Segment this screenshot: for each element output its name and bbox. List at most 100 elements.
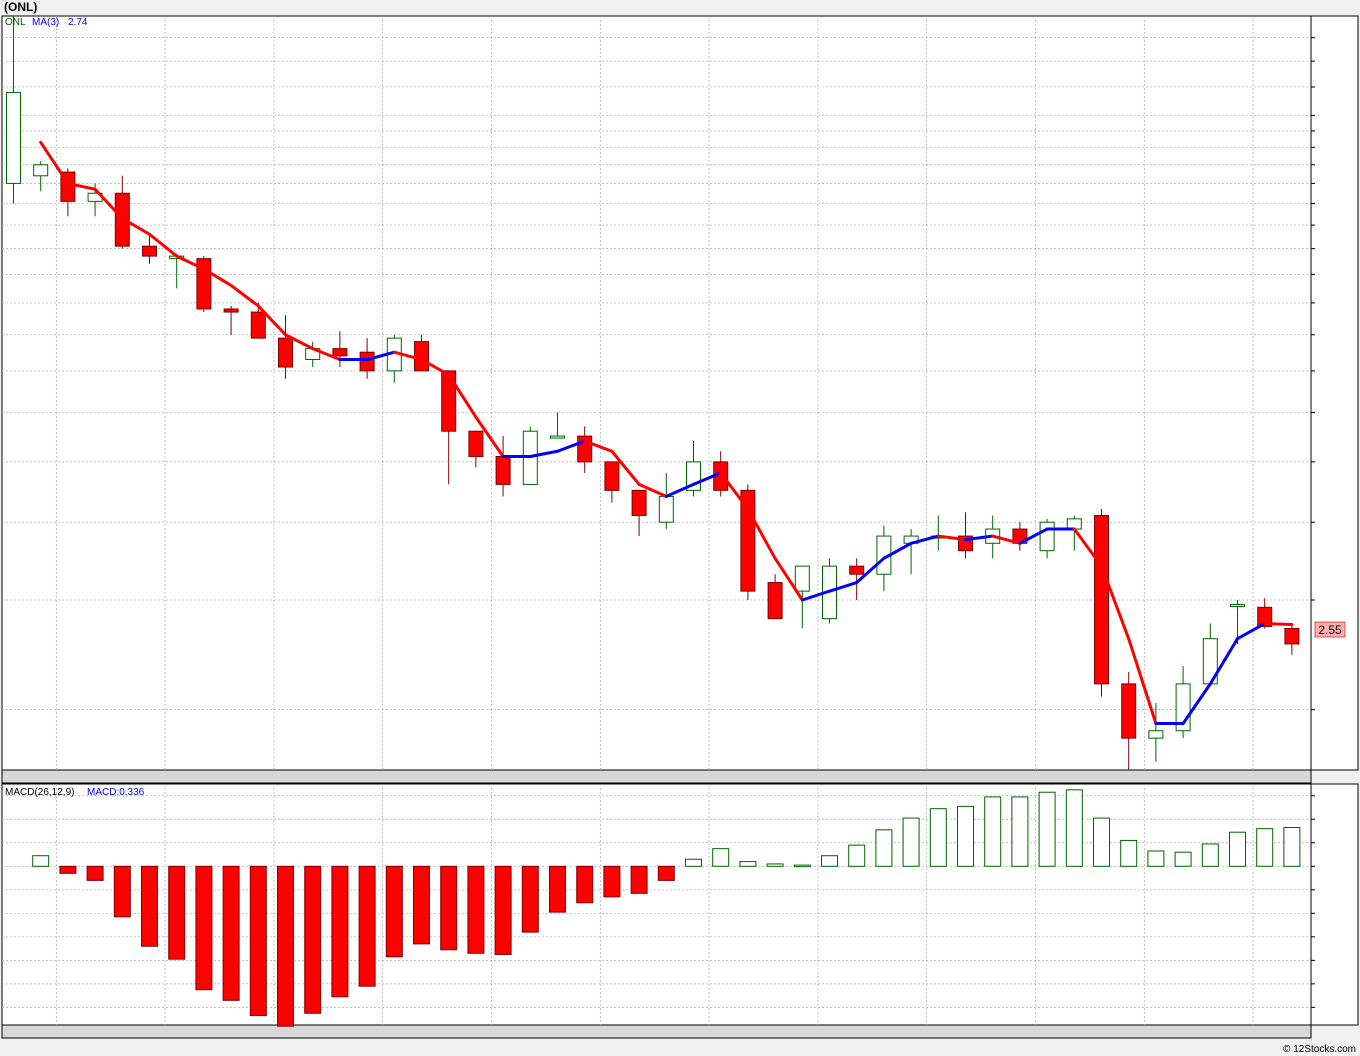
macd-bar-negative <box>141 865 158 947</box>
ma3-line <box>39 140 1294 726</box>
ma3-segment <box>1208 637 1239 686</box>
watermark: © 12Stocks.com <box>1283 1044 1356 1055</box>
ma3-segment <box>800 589 831 602</box>
last-price-badge <box>1314 621 1346 638</box>
ma3-segment <box>447 373 478 419</box>
macd-axis-area <box>1310 783 1359 1026</box>
macd-bar-positive <box>1229 831 1246 867</box>
macd-bar-positive <box>793 864 811 868</box>
macd-bar-positive <box>1283 826 1301 867</box>
ma3-segment <box>610 449 641 486</box>
macd-bar-negative <box>304 865 322 1014</box>
ma3-segment <box>828 581 859 593</box>
macd-bar-negative <box>494 865 512 955</box>
candle-down <box>740 489 756 592</box>
macd-bar-positive <box>1256 828 1274 867</box>
ma3-segment <box>1100 564 1131 641</box>
candle-down <box>468 430 484 458</box>
ma-value: 2.74 <box>68 17 88 28</box>
macd-bar-negative <box>59 865 77 874</box>
macd-bar-negative <box>168 865 186 960</box>
price-plot-area <box>1 15 1312 771</box>
ma3-segment <box>1018 527 1049 545</box>
macd-bar-positive <box>739 861 757 867</box>
macd-bar-negative <box>86 865 104 881</box>
macd-bar-positive <box>821 855 838 867</box>
macd-bar-negative <box>521 865 539 933</box>
candle-down <box>1257 606 1273 627</box>
macd-bar-positive <box>1174 851 1192 867</box>
ma3-segment <box>148 232 179 258</box>
macd-bar-positive <box>712 848 730 867</box>
ma3-segment <box>229 283 260 308</box>
macd-bar-negative <box>630 865 648 894</box>
ma3-segment <box>528 449 559 459</box>
candle-up <box>33 164 49 177</box>
ma3-segment <box>556 439 587 453</box>
macd-bar-negative <box>467 865 485 954</box>
ma3-segment <box>93 187 124 220</box>
ma-label: MA(3) <box>32 17 59 28</box>
candle-down <box>278 337 293 368</box>
macd-bar-positive <box>1120 839 1138 867</box>
macd-bar-negative <box>657 865 675 881</box>
candle-up <box>658 495 674 523</box>
macd-bar-negative <box>358 865 376 987</box>
ma3-segment <box>746 507 777 560</box>
last-price-value: 2.55 <box>1318 623 1342 637</box>
ma3-segment <box>991 534 1022 545</box>
ma3-segment <box>855 556 886 585</box>
ma3-segment <box>692 471 723 486</box>
macd-bar-positive <box>766 863 784 867</box>
candle-up <box>1039 521 1055 552</box>
ma3-segment <box>420 358 451 377</box>
ma3-segment <box>664 482 695 498</box>
ma3-segment <box>175 254 206 271</box>
macd-bar-negative <box>195 865 213 991</box>
macd-bar-positive <box>685 858 702 867</box>
macd-bar-positive <box>1038 791 1056 867</box>
ma3-segment <box>365 350 396 362</box>
candle-up <box>1066 518 1082 530</box>
candle-down <box>495 456 511 485</box>
price-axis-area <box>1310 15 1359 771</box>
chart-title: (ONL) <box>4 0 37 14</box>
candle-down <box>414 341 429 372</box>
ma3-segment <box>202 267 233 287</box>
macd-y-axis-labels <box>1311 795 1315 1008</box>
macd-bar-positive <box>902 817 920 867</box>
candle-down <box>1094 515 1109 685</box>
macd-bar-positive <box>1011 796 1029 867</box>
macd-bar-positive <box>929 808 947 867</box>
macd-bar-positive <box>1065 789 1083 867</box>
macd-bar-positive <box>957 805 974 867</box>
ma3-segment <box>583 439 614 453</box>
candle-down <box>767 582 783 620</box>
ma3-segment <box>1127 637 1158 726</box>
macd-value-label: MACD:0.336 <box>87 787 145 798</box>
candle-down <box>631 489 647 517</box>
macd-bar-negative <box>603 865 621 898</box>
macd-grid <box>2 784 1311 1025</box>
candle-down <box>142 245 157 257</box>
candle-down <box>1121 683 1137 739</box>
candle-up <box>550 435 565 439</box>
ma3-segment <box>909 534 940 545</box>
ma3-segment <box>637 482 668 498</box>
candle-up <box>6 91 21 184</box>
macd-histogram <box>32 789 1301 1027</box>
macd-bar-positive <box>875 829 893 867</box>
macd-bar-positive <box>1093 817 1110 867</box>
macd-bar-positive <box>984 796 1002 867</box>
ma3-segment <box>1263 622 1294 627</box>
ma3-segment <box>256 304 287 337</box>
ma3-segment <box>311 347 342 362</box>
symbol-label: ONL <box>5 17 26 28</box>
ma3-segment <box>284 333 315 351</box>
ma3-segment <box>39 140 70 185</box>
candle-down <box>604 461 620 491</box>
candle-down <box>359 351 375 372</box>
candle-up <box>1230 604 1245 608</box>
macd-bar-negative <box>113 865 131 918</box>
ma3-segment <box>392 350 423 362</box>
